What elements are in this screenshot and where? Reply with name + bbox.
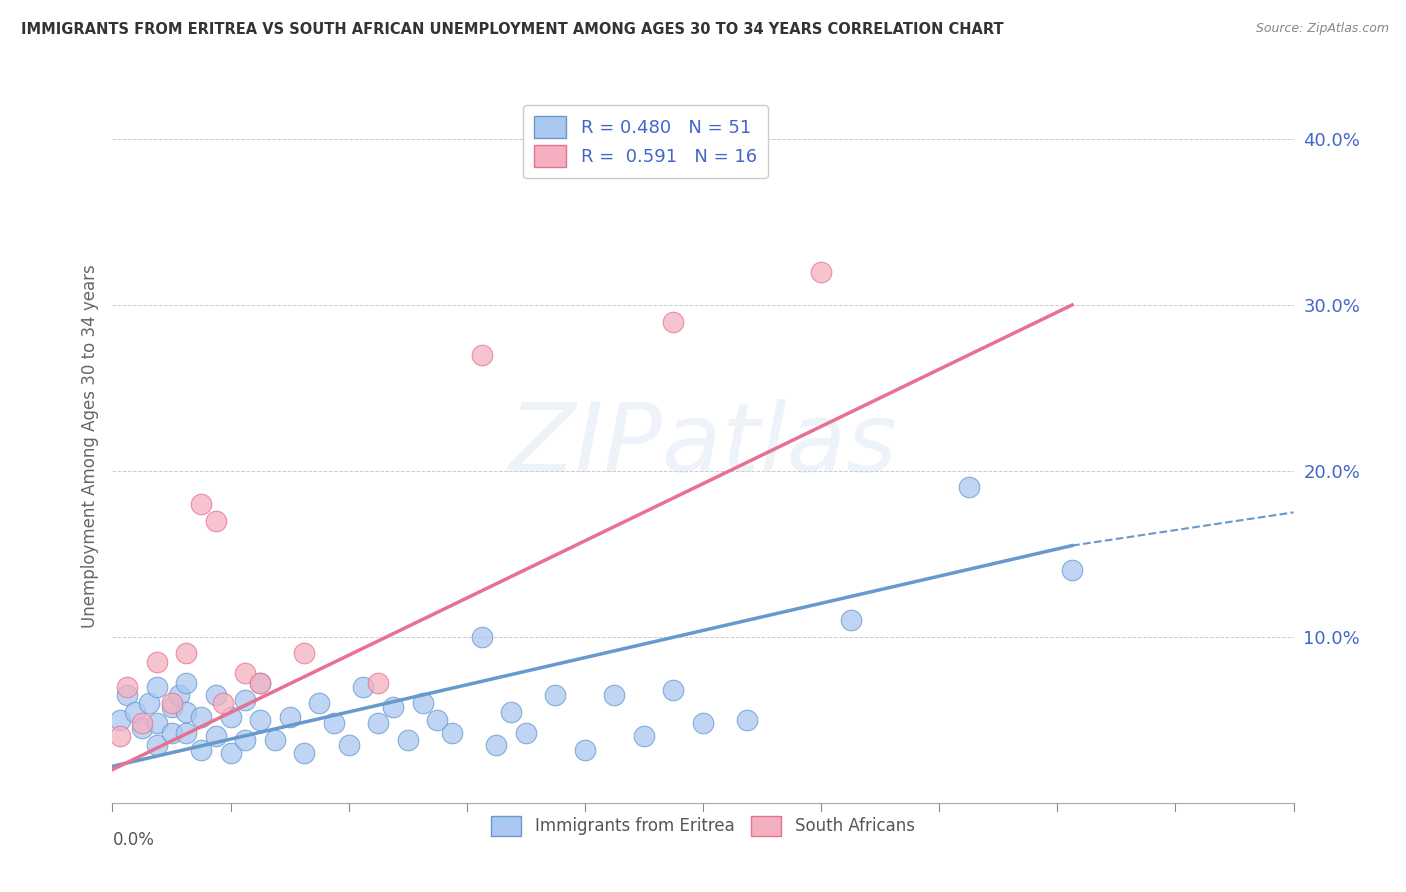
Text: ZIPatlas: ZIPatlas [509, 400, 897, 492]
Point [205, 514, 228, 528]
Point [160, 699, 183, 714]
Point [367, 716, 389, 731]
Point [839, 613, 862, 627]
Text: Source: ZipAtlas.com: Source: ZipAtlas.com [1256, 22, 1389, 36]
Point [174, 726, 197, 740]
Point [574, 742, 596, 756]
Text: 0.0%: 0.0% [112, 831, 155, 849]
Point [485, 738, 508, 752]
Point [160, 696, 183, 710]
Point [471, 630, 494, 644]
Point [352, 680, 374, 694]
Point [441, 726, 464, 740]
Point [146, 738, 169, 752]
Point [737, 713, 759, 727]
Point [264, 732, 287, 747]
Point [219, 709, 242, 723]
Point [426, 713, 449, 727]
Point [205, 730, 228, 744]
Point [308, 696, 330, 710]
Point [205, 688, 228, 702]
Point [190, 709, 212, 723]
Point [957, 481, 980, 495]
Point [544, 688, 567, 702]
Point [515, 726, 537, 740]
Point [146, 716, 169, 731]
Point [323, 716, 346, 731]
Point [117, 680, 138, 694]
Point [124, 705, 146, 719]
Legend: Immigrants from Eritrea, South Africans: Immigrants from Eritrea, South Africans [484, 807, 922, 845]
Point [190, 497, 212, 511]
Point [367, 676, 389, 690]
Point [131, 716, 153, 731]
Point [396, 732, 419, 747]
Y-axis label: Unemployment Among Ages 30 to 34 years: Unemployment Among Ages 30 to 34 years [80, 264, 98, 628]
Point [212, 696, 235, 710]
Point [174, 705, 197, 719]
Point [174, 676, 197, 690]
Point [382, 699, 405, 714]
Text: IMMIGRANTS FROM ERITREA VS SOUTH AFRICAN UNEMPLOYMENT AMONG AGES 30 TO 34 YEARS : IMMIGRANTS FROM ERITREA VS SOUTH AFRICAN… [21, 22, 1004, 37]
Point [1062, 564, 1084, 578]
Point [249, 676, 271, 690]
Point [131, 721, 153, 735]
Point [412, 696, 434, 710]
Point [337, 738, 360, 752]
Point [662, 314, 685, 328]
Point [160, 726, 183, 740]
Point [138, 696, 160, 710]
Point [219, 746, 242, 760]
Point [108, 730, 131, 744]
Point [108, 713, 131, 727]
Point [174, 647, 197, 661]
Point [146, 655, 169, 669]
Point [633, 730, 655, 744]
Point [233, 666, 256, 681]
Point [117, 688, 138, 702]
Point [292, 746, 315, 760]
Point [146, 680, 169, 694]
Point [249, 713, 271, 727]
Point [662, 682, 685, 697]
Point [501, 705, 523, 719]
Point [233, 732, 256, 747]
Point [190, 742, 212, 756]
Point [233, 693, 256, 707]
Point [249, 676, 271, 690]
Point [292, 647, 315, 661]
Point [167, 688, 190, 702]
Point [278, 709, 301, 723]
Point [471, 348, 494, 362]
Point [603, 688, 626, 702]
Point [692, 716, 714, 731]
Point [810, 265, 832, 279]
